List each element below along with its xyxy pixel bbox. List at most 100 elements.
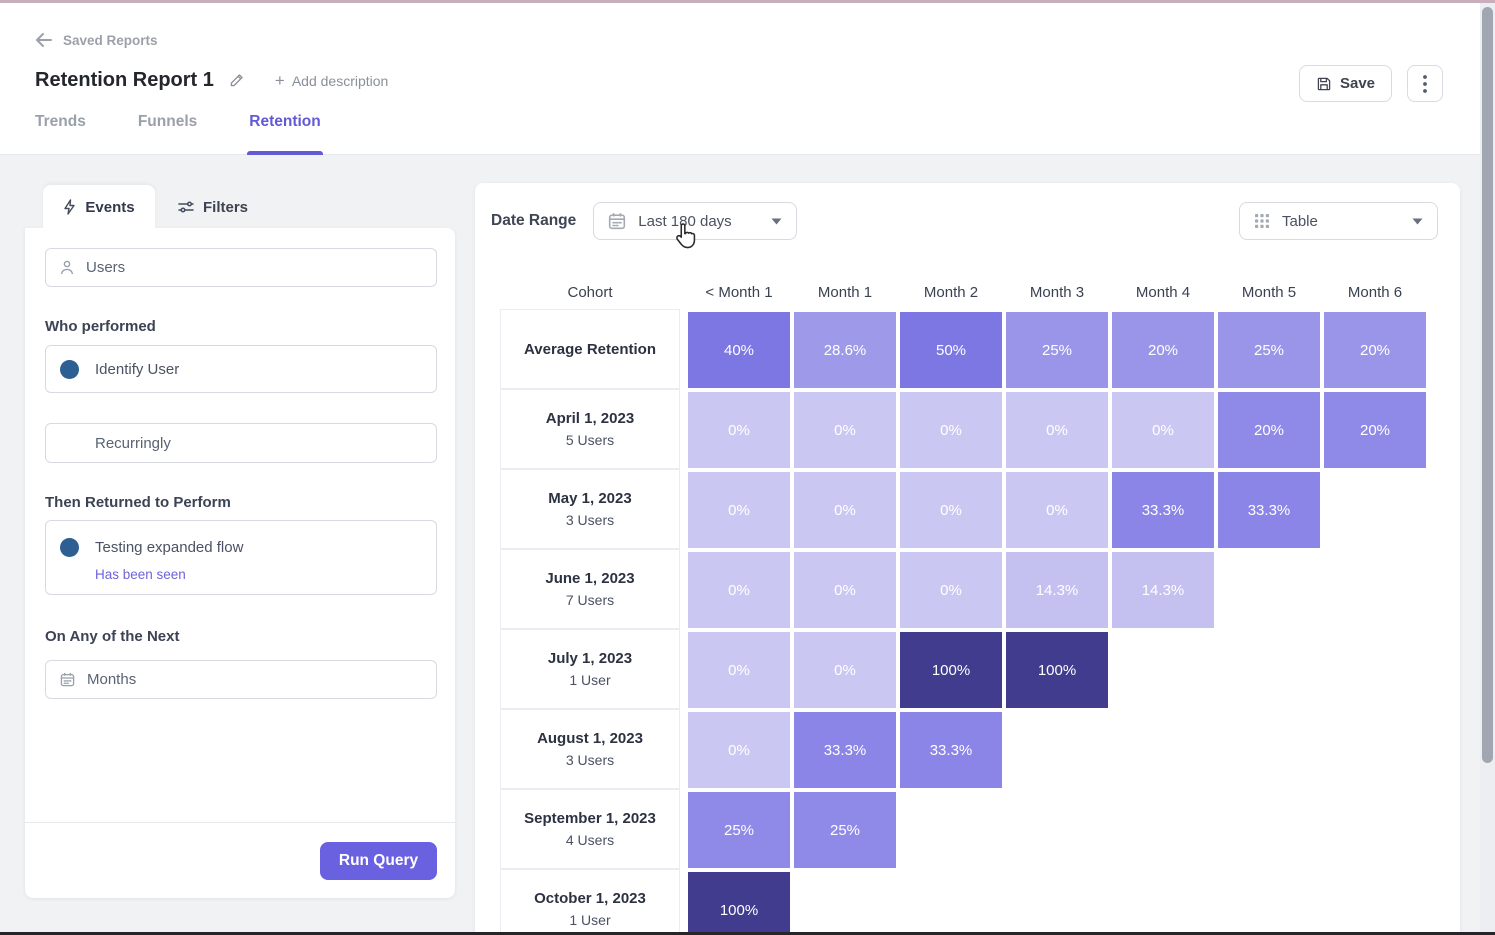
- window-top-strip: [0, 0, 1495, 3]
- retention-cell[interactable]: 0%: [1006, 472, 1108, 548]
- retention-cell[interactable]: 100%: [900, 632, 1002, 708]
- retention-cell[interactable]: 0%: [1006, 392, 1108, 468]
- calendar-icon: [608, 212, 626, 230]
- retention-cell[interactable]: 0%: [688, 632, 790, 708]
- retention-cell[interactable]: 25%: [1218, 312, 1320, 388]
- page-title: Retention Report 1: [35, 69, 214, 91]
- edit-title-icon[interactable]: [228, 72, 245, 89]
- has-been-seen-link[interactable]: Has been seen: [95, 567, 186, 582]
- back-label: Saved Reports: [63, 32, 158, 48]
- retention-cell[interactable]: 0%: [688, 392, 790, 468]
- retention-cell[interactable]: 33.3%: [1218, 472, 1320, 548]
- retention-cell[interactable]: 33.3%: [794, 712, 896, 788]
- date-range-dropdown[interactable]: Last 180 days: [593, 202, 798, 240]
- retention-cell[interactable]: 50%: [900, 312, 1002, 388]
- save-button[interactable]: Save: [1299, 65, 1392, 102]
- cohort-label-cell: October 1, 2023 1 User: [500, 869, 680, 935]
- view-type-dropdown[interactable]: Table: [1239, 202, 1438, 240]
- users-selector[interactable]: Users: [45, 248, 437, 287]
- retention-cell[interactable]: 0%: [794, 392, 896, 468]
- retention-cell[interactable]: 25%: [1006, 312, 1108, 388]
- retention-cell[interactable]: 0%: [688, 712, 790, 788]
- retention-cell[interactable]: 28.6%: [794, 312, 896, 388]
- table-row: April 1, 2023 5 Users 0% 0% 0% 0% 0% 20% 20%: [500, 389, 1428, 470]
- vertical-scrollbar-track[interactable]: [1480, 3, 1495, 935]
- retention-cell[interactable]: 25%: [688, 792, 790, 868]
- report-type-tabs: Trends Funnels Retention: [35, 113, 324, 155]
- retention-cell[interactable]: 0%: [1112, 392, 1214, 468]
- retention-cell[interactable]: 20%: [1112, 312, 1214, 388]
- table-row: June 1, 2023 7 Users 0% 0% 0% 14.3% 14.3%: [500, 549, 1428, 630]
- back-arrow-icon: [35, 32, 53, 48]
- month-column-header: Month 3: [1029, 284, 1085, 301]
- retention-cell[interactable]: 100%: [1006, 632, 1108, 708]
- on-any-of-next-label: On Any of the Next: [45, 628, 180, 645]
- tab-filters[interactable]: Filters: [163, 185, 263, 229]
- tab-funnels[interactable]: Funnels: [137, 113, 198, 130]
- retention-cell[interactable]: 0%: [900, 552, 1002, 628]
- filters-tab-label: Filters: [202, 198, 248, 216]
- retention-cell[interactable]: 0%: [900, 392, 1002, 468]
- view-type-value: Table: [1282, 212, 1318, 230]
- tab-retention[interactable]: Retention: [247, 113, 324, 155]
- return-event-card[interactable]: Testing expanded flow Has been seen: [45, 520, 437, 595]
- retention-cell[interactable]: 33.3%: [1112, 472, 1214, 548]
- table-row: August 1, 2023 3 Users 0% 33.3% 33.3%: [500, 709, 1428, 790]
- retention-cell[interactable]: 33.3%: [900, 712, 1002, 788]
- table-row: September 1, 2023 4 Users 25% 25%: [500, 789, 1428, 870]
- who-performed-label: Who performed: [45, 318, 156, 335]
- run-query-button[interactable]: Run Query: [320, 842, 437, 880]
- retention-cell[interactable]: 20%: [1324, 312, 1426, 388]
- identify-user-event-card[interactable]: Identify User: [45, 345, 437, 393]
- query-builder-panel: Users Who performed Identify User Recurr…: [25, 228, 455, 898]
- recurringly-label: Recurringly: [95, 434, 171, 452]
- event-color-dot: [60, 359, 79, 379]
- months-selector[interactable]: Months: [45, 660, 437, 699]
- retention-cell[interactable]: 25%: [794, 792, 896, 868]
- more-options-button[interactable]: [1407, 65, 1443, 102]
- cohort-label-cell: July 1, 2023 1 User: [500, 629, 680, 709]
- date-range-label: Date Range: [491, 212, 577, 229]
- add-description-button[interactable]: + Add description: [275, 72, 388, 89]
- retention-cell[interactable]: 14.3%: [1112, 552, 1214, 628]
- back-to-saved-reports[interactable]: Saved Reports: [35, 32, 158, 48]
- retention-cell[interactable]: 0%: [900, 472, 1002, 548]
- plus-icon: +: [274, 71, 285, 90]
- report-header: Saved Reports Retention Report 1 + Add d…: [0, 3, 1495, 155]
- retention-cell[interactable]: 20%: [1324, 392, 1426, 468]
- window-bottom-edge: [0, 932, 1495, 935]
- event-name-label: Identify User: [95, 360, 180, 378]
- grid-icon: [1254, 213, 1270, 229]
- events-tab-label: Events: [85, 198, 135, 216]
- cohort-column-header: Cohort: [567, 284, 613, 301]
- save-label: Save: [1339, 75, 1376, 92]
- retention-cell[interactable]: 40%: [688, 312, 790, 388]
- tab-events[interactable]: Events: [43, 185, 155, 229]
- cohort-label-cell: June 1, 2023 7 Users: [500, 549, 680, 629]
- recurringly-selector[interactable]: Recurringly: [45, 423, 437, 463]
- cohort-label-cell: April 1, 2023 5 Users: [500, 389, 680, 469]
- retention-cell[interactable]: 100%: [688, 872, 790, 935]
- lightning-bolt-icon: [63, 199, 76, 215]
- add-description-label: Add description: [291, 72, 389, 89]
- retention-cell[interactable]: 0%: [688, 472, 790, 548]
- table-row: May 1, 2023 3 Users 0% 0% 0% 0% 33.3% 33.3%: [500, 469, 1428, 550]
- save-icon: [1316, 76, 1332, 92]
- month-column-header: Month 6: [1347, 284, 1403, 301]
- cohort-label-cell: August 1, 2023 3 Users: [500, 709, 680, 789]
- retention-cell[interactable]: 0%: [688, 552, 790, 628]
- date-range-value: Last 180 days: [638, 212, 732, 230]
- table-row: October 1, 2023 1 User 100%: [500, 869, 1428, 935]
- retention-cell[interactable]: 0%: [794, 552, 896, 628]
- return-event-name-label: Testing expanded flow: [95, 538, 244, 556]
- retention-cell[interactable]: 0%: [794, 632, 896, 708]
- vertical-scrollbar-thumb[interactable]: [1482, 7, 1493, 763]
- panel-divider: [25, 822, 455, 823]
- retention-cell[interactable]: 14.3%: [1006, 552, 1108, 628]
- table-row: Average Retention 40% 28.6% 50% 25% 20% 25% 20%: [500, 309, 1428, 390]
- retention-cell[interactable]: 20%: [1218, 392, 1320, 468]
- retention-cell[interactable]: 0%: [794, 472, 896, 548]
- tab-trends[interactable]: Trends: [35, 113, 86, 130]
- cohort-label-cell: September 1, 2023 4 Users: [500, 789, 680, 869]
- table-row: July 1, 2023 1 User 0% 0% 100% 100%: [500, 629, 1428, 710]
